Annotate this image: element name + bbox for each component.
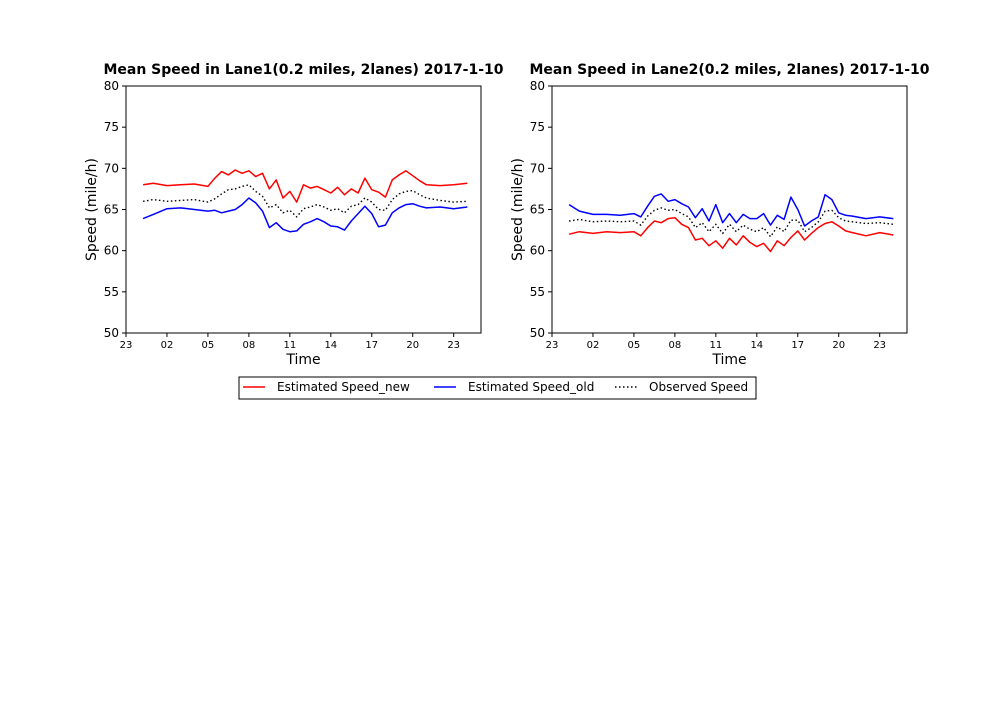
x-tick-label: 20: [832, 340, 845, 351]
x-axis-label: Time: [285, 352, 320, 368]
chart-panel-1: 50 55 60 65 70 75 80 23 02 05 08 11 14 17 20 23 Mean Spe…: [84, 62, 504, 368]
legend-frame: [238, 376, 757, 400]
series-line-estimated-speed-new: [568, 216, 894, 253]
y-tick-label: 70: [530, 161, 545, 175]
series-line-estimated-speed-old: [568, 193, 894, 227]
y-tick-label: 65: [104, 203, 119, 217]
legend-label-1: Estimated Speed_new: [277, 380, 410, 394]
x-tick-label: 02: [587, 340, 600, 351]
x-axis-label: Time: [711, 352, 746, 368]
y-tick-label: 75: [104, 120, 119, 134]
x-tick-label: 08: [243, 340, 256, 351]
x-tick-label: 17: [791, 340, 804, 351]
x-tick-label: 05: [202, 340, 215, 351]
y-tick-label: 80: [104, 79, 119, 93]
series-line-estimated-speed-old: [142, 197, 468, 233]
x-tick-label: 11: [709, 340, 722, 351]
chart-title: Mean Speed in Lane1(0.2 miles, 2lanes) 2…: [103, 62, 503, 78]
y-tick-label: 75: [530, 120, 545, 134]
x-tick-label: 14: [750, 340, 763, 351]
y-tick-label: 80: [530, 79, 545, 93]
x-tick-label: 17: [365, 340, 378, 351]
x-tick-label: 05: [628, 340, 641, 351]
x-tick-label: 08: [669, 340, 682, 351]
x-tick-label: 11: [283, 340, 296, 351]
y-tick-label: 60: [530, 244, 545, 258]
chart-panel-2: 50 55 60 65 70 75 80 23 02 05 08 11 14 17 20 23 Mean Spe…: [510, 62, 930, 368]
y-tick-label: 55: [104, 285, 119, 299]
x-tick-label: 23: [120, 340, 133, 351]
y-tick-label: 65: [530, 203, 545, 217]
y-tick-label: 50: [104, 326, 119, 340]
chart-title: Mean Speed in Lane2(0.2 miles, 2lanes) 2…: [529, 62, 929, 78]
x-tick-label: 23: [873, 340, 886, 351]
x-tick-label: 23: [447, 340, 460, 351]
x-tick-label: 14: [324, 340, 337, 351]
y-tick-label: 60: [104, 244, 119, 258]
series-line-estimated-speed-new: [142, 169, 468, 203]
legend-label-3: Observed Speed: [649, 380, 748, 394]
series-line-observed-speed: [568, 207, 894, 238]
x-tick-label: 23: [546, 340, 559, 351]
y-axis-label: Speed (mile/h): [510, 158, 526, 261]
legend: Estimated Speed_new Estimated Speed_old Ob…: [238, 376, 757, 400]
y-tick-label: 55: [530, 285, 545, 299]
y-tick-label: 70: [104, 161, 119, 175]
x-tick-label: 20: [406, 340, 419, 351]
y-axis-label: Speed (mile/h): [84, 158, 100, 261]
legend-label-2: Estimated Speed_old: [468, 380, 594, 394]
y-tick-label: 50: [530, 326, 545, 340]
x-tick-label: 02: [161, 340, 174, 351]
charts-group: 50 55 60 65 70 75 80 23 02 05 08 11 14 17 20 23 Mean Spe…: [84, 62, 930, 368]
